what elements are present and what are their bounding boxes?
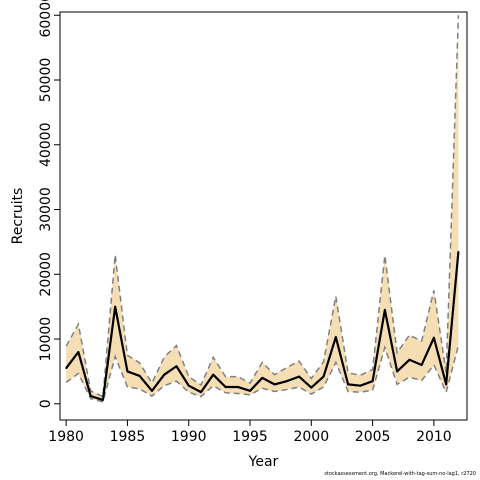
data-point-1993 [224,386,227,388]
data-point-2012 [457,250,460,253]
data-point-1992 [212,373,215,376]
plot-frame [59,11,468,421]
data-point-2000 [310,386,313,389]
data-point-2008 [408,358,411,361]
x-tick-label-2000: 2000 [293,429,329,445]
x-tick-label-2010: 2010 [416,429,452,445]
data-point-2011 [445,383,447,386]
y-axis: 0 10000 20000 30000 40000 50000 60000 [38,0,60,408]
confidence-band-layer [66,15,459,402]
y-tick-label-0: 0 [38,399,54,408]
data-point-1995 [249,390,251,392]
data-point-1981 [77,351,80,353]
data-point-2005 [371,380,374,382]
data-point-1986 [138,375,141,377]
data-point-2001 [322,375,325,378]
data-point-2002 [335,336,337,338]
data-point-1984 [114,305,116,308]
data-point-1996 [261,377,264,379]
upper-bound-line [65,15,460,398]
x-tick-label-1980: 1980 [48,429,84,445]
lower-bound-line [65,344,460,403]
source-footnote: stockassessment.org, Mackerel-with-tag-s… [324,471,476,477]
x-axis: 1980 1985 1990 1995 2000 2005 2010 [48,420,452,445]
x-tick-label-2005: 2005 [355,429,391,445]
data-point-1999 [298,375,300,378]
data-point-1988 [163,373,166,376]
y-tick-label-60000: 60000 [38,0,54,38]
y-tick-label-20000: 20000 [38,252,54,297]
data-point-2003 [347,383,349,386]
y-tick-label-30000: 30000 [38,187,54,232]
data-point-1989 [175,365,178,368]
data-point-1983 [102,399,104,401]
data-point-1998 [285,380,288,382]
x-tick-label-1990: 1990 [171,429,207,445]
data-point-1982 [89,395,92,397]
y-tick-label-40000: 40000 [38,122,54,167]
data-point-1994 [236,386,239,388]
data-point-1980 [65,367,67,369]
estimate-line-layer [65,250,460,402]
data-point-1991 [200,391,202,393]
data-point-2010 [433,336,435,339]
y-tick-label-10000: 10000 [38,317,54,362]
x-tick-label-1985: 1985 [110,429,146,445]
data-point-2004 [359,384,362,387]
data-point-1987 [151,390,153,392]
y-tick-label-50000: 50000 [38,58,54,103]
confidence-bounds-layer [65,15,460,403]
data-point-2009 [420,364,423,366]
data-point-1990 [187,384,190,387]
data-point-2006 [384,309,386,311]
data-point-1997 [273,383,276,386]
data-point-2007 [396,370,398,373]
y-axis-title: Recruits [10,188,26,245]
data-point-1985 [126,370,129,373]
x-tick-label-1995: 1995 [232,429,268,445]
confidence-band [66,15,459,402]
x-axis-title: Year [248,454,279,470]
